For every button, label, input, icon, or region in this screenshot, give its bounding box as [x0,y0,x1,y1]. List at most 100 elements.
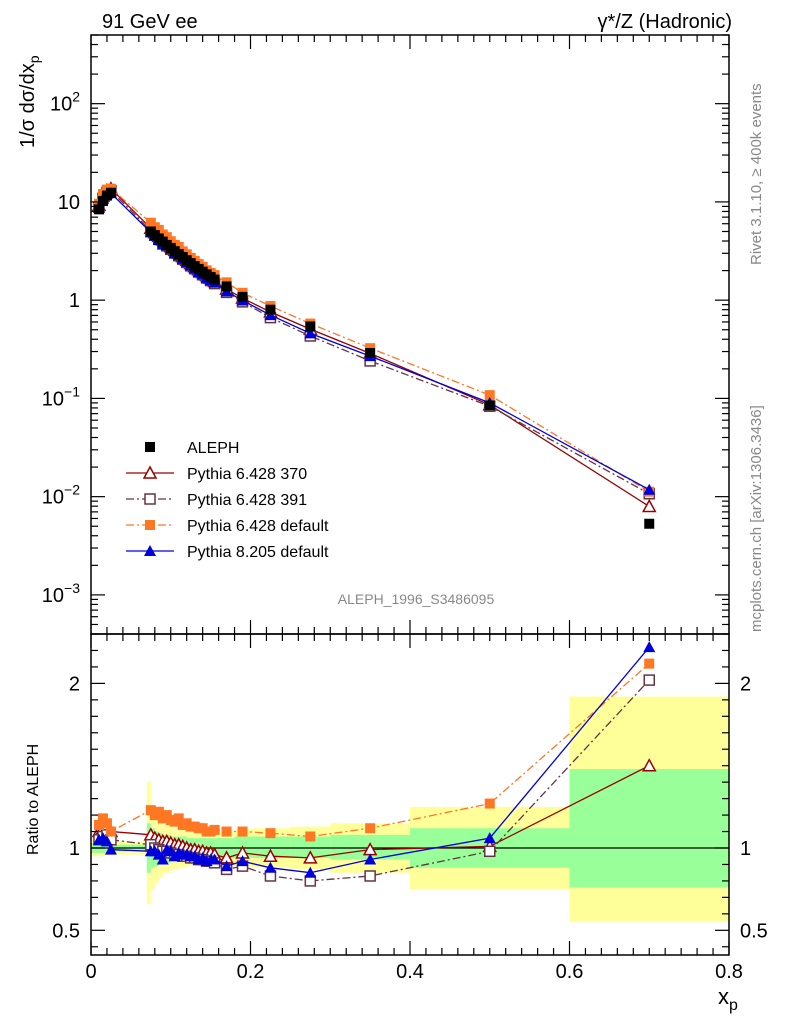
ratio-point-pythia-8-205-default [264,861,277,873]
ratio-point-pythia-6-428-default [101,818,112,829]
main-y-tick-base: 10 [42,585,64,607]
ratio-y-tick-label-left: 0.5 [52,920,80,942]
x-axis-label-sub: p [729,997,738,1014]
ratio-point-pythia-8-205-default [304,866,317,878]
ratio-point-pythia-6-428-default [237,826,248,837]
main-y-tick-base: 10 [58,192,80,214]
main-point-aleph [97,196,108,207]
main-point-aleph [305,321,316,332]
side-text-bottom: mcplots.cern.ch [arXiv:1306.3436] [748,405,765,632]
ratio-point-pythia-6-428-default [173,813,184,824]
legend-marker-aleph [145,442,155,452]
legend: ALEPH Pythia 6.428 370 Pythia 6.428 391 Pyt… [126,440,329,561]
x-tick-label: 0.8 [715,961,743,983]
ratio-point-pythia-8-205-default [643,641,656,653]
main-plot-series [91,181,657,529]
main-point-aleph [221,281,232,292]
ratio-y-tick-label-left: 2 [69,673,80,695]
main-y-tick-base: 10 [42,487,64,509]
main-y-axis-label-sub: p [26,55,42,63]
x-axis-label: xp [718,984,738,1014]
header-left-label: 91 GeV ee [102,11,198,33]
x-axis-label-text: x [718,984,729,1009]
ratio-point-pythia-8-205-default [156,853,169,865]
legend-label-pythia-8-205-default: Pythia 8.205 default [187,544,329,561]
side-text-top: Rivet 3.1.10, ≥ 400k events [748,83,765,265]
ratio-plot-series [91,641,657,887]
main-point-pythia-6-428-default [484,390,495,401]
main-y-tick-base: 1 [69,290,80,312]
legend-label-aleph: ALEPH [187,440,239,457]
main-point-aleph [209,274,220,285]
ratio-point-pythia-6-428-391 [364,870,376,882]
ratio-point-pythia-6-428-default [484,798,495,809]
header-right-label: γ*/Z (Hadronic) [598,11,732,33]
analysis-label: ALEPH_1996_S3486095 [338,591,495,607]
main-y-tick-label: 10−3 [42,580,80,607]
ratio-point-pythia-6-428-default [93,819,104,830]
main-y-tick-label: 10 [58,192,80,214]
main-y-tick-label: 10−1 [42,383,80,410]
main-y-tick-base: 10 [50,94,72,116]
main-line-pythia-6-428-391 [98,189,650,495]
main-y-tick-exp: −1 [64,383,80,399]
main-y-tick-exp: −2 [64,482,80,498]
ratio-y-axis-label: Ratio to ALEPH [25,744,42,855]
ratio-point-pythia-8-205-default [236,855,249,867]
legend-marker-pythia-6-428-370 [142,465,158,479]
ratio-point-pythia-6-428-default [265,828,276,839]
legend-marker-pythia-6-428-391 [144,493,156,505]
main-point-pythia-8-205-default [304,327,317,339]
ratio-point-pythia-8-205-default [104,843,117,855]
main-y-tick-exp: −3 [64,580,80,596]
main-point-pythia-6-428-370 [641,498,657,513]
main-line-pythia-8-205-default [98,192,650,491]
ratio-point-pythia-6-428-default [221,826,232,837]
main-line-pythia-6-428-default [98,187,650,493]
ratio-point-pythia-6-428-default [153,806,164,817]
ratio-point-pythia-6-428-default [305,831,316,842]
ratio-point-pythia-6-428-default [365,823,376,834]
ratio-y-tick-label-left: 1 [69,838,80,860]
ratio-point-pythia-6-428-default [105,826,116,837]
x-tick-label: 0.4 [396,961,424,983]
x-tick-label: 0.6 [556,961,584,983]
ratio-point-pythia-6-428-391 [643,674,655,686]
ratio-band-inner-16 [290,836,331,858]
legend-label-pythia-6-428-391: Pythia 6.428 391 [187,492,307,509]
legend-label-pythia-6-428-370: Pythia 6.428 370 [187,466,307,483]
ratio-y-tick-label-right: 1 [740,838,751,860]
legend-marker-pythia-6-428-default [145,520,155,530]
main-point-aleph [265,304,276,315]
ratio-point-pythia-8-205-default [220,860,233,872]
main-y-tick-label: 102 [50,89,80,116]
ratio-point-pythia-6-428-370 [263,848,278,862]
ratio-point-pythia-6-428-370 [303,850,318,864]
main-point-aleph [644,518,655,529]
x-tick-label: 0 [85,961,96,983]
main-point-aleph [365,347,376,358]
x-tick-label: 0.2 [237,961,265,983]
main-y-tick-exp: 2 [72,89,80,105]
main-y-tick-base: 10 [42,388,64,410]
legend-marker-pythia-8-205-default [144,545,156,556]
main-y-tick-label: 10−2 [42,482,80,509]
main-point-aleph [237,291,248,302]
ratio-point-pythia-8-205-default [364,853,377,865]
ratio-y-tick-label-right: 0.5 [740,920,768,942]
main-point-aleph [93,204,104,215]
ratio-point-pythia-8-205-default [208,853,221,865]
ratio-band-inner-19 [569,768,729,888]
main-y-axis-label-text: 1/σ dσ/dx [17,63,39,148]
ratio-y-tick-label-right: 2 [740,673,751,695]
main-point-pythia-8-205-default [643,483,656,495]
main-y-tick-label: 1 [69,290,80,312]
main-point-aleph [484,400,495,411]
ratio-band-inner-15 [250,836,291,858]
ratio-point-pythia-6-428-391 [484,845,496,858]
ratio-point-pythia-8-205-default [483,832,496,844]
ratio-point-pythia-8-205-default [100,835,113,847]
main-point-aleph [105,187,116,198]
